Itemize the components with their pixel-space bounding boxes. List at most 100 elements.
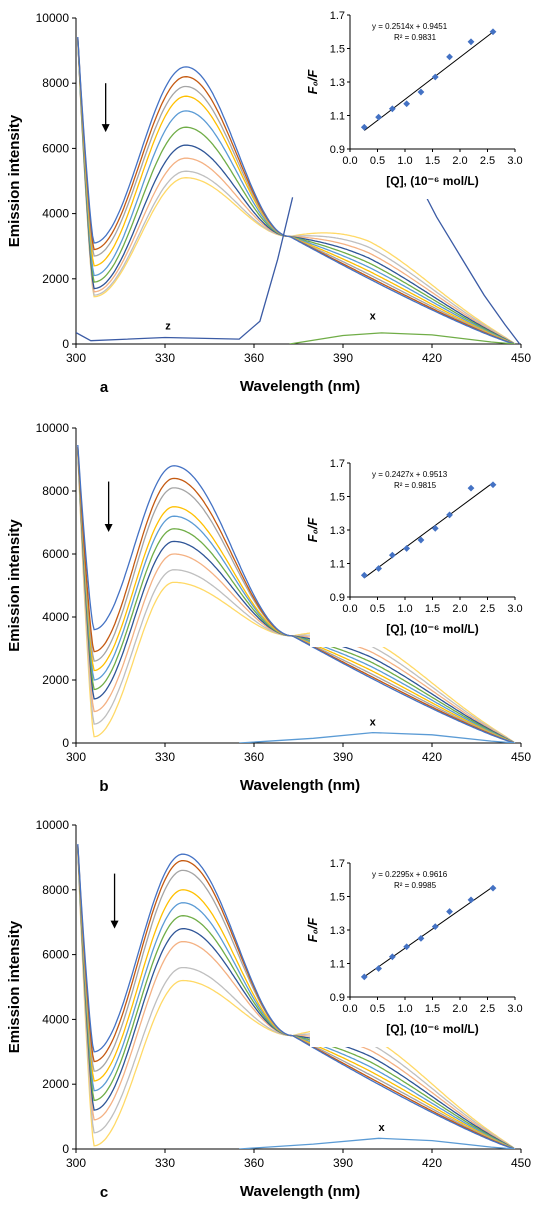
inset-x-tick-label: 2.0 (452, 155, 467, 167)
y-tick-label: 8000 (42, 76, 69, 90)
inset-x-axis-title: [Q], (10⁻⁶ mol/L) (386, 174, 479, 188)
inset-x-tick-label: 1.0 (397, 1003, 412, 1015)
inset-r-squared: R² = 0.9985 (394, 881, 437, 890)
inset-y-tick-label: 1.5 (330, 892, 345, 904)
x-tick-label: 390 (333, 1156, 353, 1170)
inset-data-point (375, 965, 382, 972)
inset-y-tick-label: 0.9 (330, 992, 345, 1004)
inset-x-tick-label: 2.5 (480, 603, 495, 615)
inset-x-tick-label: 2.5 (480, 155, 495, 167)
inset-data-point (431, 923, 439, 931)
y-tick-label: 8000 (42, 484, 69, 498)
inset-x-tick-label: 1.0 (397, 155, 412, 167)
y-tick-label: 0 (62, 736, 69, 750)
y-tick-label: 10000 (36, 818, 70, 832)
inset-data-point (417, 934, 425, 942)
inset-y-tick-label: 1.3 (330, 525, 345, 537)
inset-data-point (403, 943, 411, 951)
y-tick-label: 10000 (36, 421, 70, 435)
y-tick-label: 0 (62, 337, 69, 351)
inset-chart: 0.0 0.5 1.0 1.5 2.0 2.5 3.0 0.9 1.1 1.3 1.5 1.7 [Q],… (305, 858, 523, 1047)
inset-data-point (375, 113, 382, 121)
x-tick-label: 450 (511, 351, 531, 365)
x-axis-title: Wavelength (nm) (240, 777, 360, 794)
inset-equation: y = 0.2514x + 0.9451 (372, 22, 448, 31)
y-tick-label: 8000 (42, 883, 69, 897)
inset-y-tick-label: 1.1 (330, 111, 345, 123)
emission-series-line (77, 41, 515, 344)
inset-data-point (360, 571, 368, 579)
inset-fit-line (364, 482, 494, 579)
inset-data-point (489, 884, 497, 892)
inset-y-tick-label: 1.5 (330, 44, 345, 56)
inset-background (310, 861, 523, 1047)
inset-x-tick-label: 0.0 (342, 155, 357, 167)
inset-data-point (431, 524, 439, 532)
inset-x-tick-label: 0.0 (342, 1003, 357, 1015)
x-tick-label: 360 (244, 750, 264, 764)
x-tick-label: 330 (155, 1156, 175, 1170)
panel-label: c (100, 1184, 108, 1201)
x-tick-label: 390 (333, 351, 353, 365)
x-axis-title: Wavelength (nm) (240, 1183, 360, 1200)
inset-y-axis-title: F₀/F (305, 69, 320, 95)
curve-label: x (379, 1122, 386, 1134)
inset-y-tick-label: 0.9 (330, 144, 345, 156)
z-curve-right-line (424, 193, 521, 344)
panel-label: b (99, 778, 108, 795)
x-curve-line (239, 1137, 516, 1149)
inset-background (310, 461, 523, 647)
inset-r-squared: R² = 0.9831 (394, 33, 437, 42)
y-axis-title: Emission intensity (6, 920, 23, 1053)
inset-x-tick-label: 3.0 (507, 1003, 522, 1015)
inset-x-tick-label: 1.5 (425, 1003, 440, 1015)
x-tick-label: 390 (333, 750, 353, 764)
x-tick-label: 330 (155, 750, 175, 764)
inset-data-point (403, 545, 411, 552)
inset-data-point (467, 896, 475, 904)
x-tick-label: 360 (244, 351, 264, 365)
inset-x-tick-label: 2.5 (480, 1003, 495, 1015)
inset-y-tick-label: 1.7 (330, 458, 345, 470)
inset-x-tick-label: 0.5 (370, 1003, 385, 1015)
y-tick-label: 4000 (42, 610, 69, 624)
curve-label: x (370, 717, 377, 729)
inset-x-tick-label: 2.0 (452, 1003, 467, 1015)
inset-equation: y = 0.2427x + 0.9513 (372, 470, 448, 479)
x-tick-label: 330 (155, 351, 175, 365)
inset-y-tick-label: 1.3 (330, 925, 345, 937)
inset-y-axis-title: F₀/F (305, 517, 320, 543)
emission-series-line (77, 36, 515, 344)
inset-x-tick-label: 0.0 (342, 603, 357, 615)
y-tick-label: 2000 (42, 673, 69, 687)
curve-label: z (165, 320, 171, 332)
panel-a: 300 330 360 390 420 450 0 2000 4000 6000 8000 10000… (6, 10, 531, 396)
y-tick-label: 10000 (36, 11, 70, 25)
arrow-head-icon (104, 523, 113, 532)
x-curve-line (239, 731, 516, 743)
panel-label: a (100, 379, 109, 396)
inset-x-tick-label: 0.5 (370, 603, 385, 615)
inset-data-point (446, 53, 453, 61)
x-tick-label: 360 (244, 1156, 264, 1170)
inset-x-tick-label: 3.0 (507, 603, 522, 615)
inset-data-point (388, 551, 396, 559)
y-tick-label: 2000 (42, 1077, 69, 1091)
inset-chart: 0.0 0.5 1.0 1.5 2.0 2.5 3.0 0.9 1.1 1.3 1.5 1.7 [Q],… (305, 10, 523, 199)
inset-data-point (467, 38, 475, 46)
inset-x-tick-label: 1.5 (425, 155, 440, 167)
inset-data-point (489, 28, 497, 36)
x-curve-line (289, 332, 516, 344)
z-curve-line (76, 197, 294, 342)
y-axis-title: Emission intensity (6, 519, 23, 652)
inset-data-point (417, 536, 425, 544)
inset-chart: 0.0 0.5 1.0 1.5 2.0 2.5 3.0 0.9 1.1 1.3 1.5 1.7 [Q],… (305, 458, 523, 647)
inset-background (310, 13, 523, 199)
inset-x-axis-title: [Q], (10⁻⁶ mol/L) (386, 1022, 479, 1036)
y-axis-title: Emission intensity (6, 114, 23, 247)
emission-series-line (77, 444, 515, 743)
y-tick-label: 4000 (42, 207, 69, 221)
y-tick-label: 4000 (42, 1012, 69, 1026)
inset-data-point (360, 123, 368, 131)
